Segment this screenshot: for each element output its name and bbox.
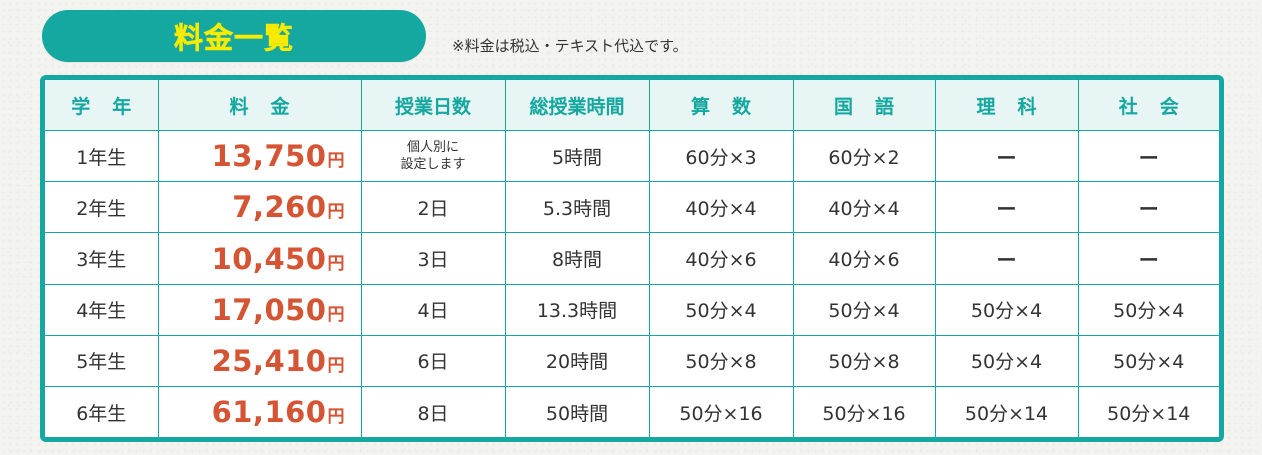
- grade-cell: 6年生: [45, 386, 159, 437]
- grade-cell: 4年生: [45, 283, 159, 336]
- yen-unit: 円: [327, 151, 345, 172]
- price-value: 7,260: [232, 190, 327, 225]
- price-cell: 10,450円: [157, 232, 362, 285]
- price-table: 学年 料金 授業日数 総授業時間 算数 国語 理科 社会 1年生 13,750円…: [45, 80, 1219, 437]
- math-cell: 50分×8: [648, 334, 794, 388]
- science-cell: 50分×14: [934, 386, 1079, 437]
- hours-cell: 5時間: [504, 129, 650, 183]
- price-value: 25,410: [211, 343, 327, 378]
- price-value: 17,050: [211, 292, 327, 327]
- table-row: 4年生 17,050円 4日 13.3時間 50分×4 50分×4 50分×4 …: [45, 283, 1219, 336]
- hours-cell: 5.3時間: [504, 181, 650, 234]
- price-table-container: 学年 料金 授業日数 総授業時間 算数 国語 理科 社会 1年生 13,750円…: [40, 75, 1224, 442]
- header-social: 社会: [1077, 80, 1219, 131]
- price-cell: 61,160円: [157, 386, 362, 437]
- price-cell: 25,410円: [157, 334, 362, 388]
- grade-cell: 5年生: [45, 334, 159, 388]
- japanese-cell: 40分×6: [792, 232, 936, 285]
- header-japanese: 国語: [792, 80, 936, 131]
- days-line-1: 個人別に: [406, 140, 459, 156]
- social-cell: 50分×4: [1077, 334, 1219, 388]
- math-cell: 40分×4: [648, 181, 794, 234]
- section-title-pill: 料金一覧: [42, 10, 426, 62]
- days-cell: 4日: [360, 283, 506, 336]
- header-math: 算数: [648, 80, 794, 131]
- table-header-row: 学年 料金 授業日数 総授業時間 算数 国語 理科 社会: [45, 80, 1219, 131]
- section-title: 料金一覧: [173, 21, 294, 56]
- price-value: 13,750: [211, 139, 327, 174]
- header-grade: 学年: [45, 80, 159, 131]
- hours-cell: 20時間: [504, 334, 650, 388]
- price-cell: 7,260円: [157, 181, 362, 234]
- header-hours: 総授業時間: [504, 80, 650, 131]
- header-price: 料金: [157, 80, 362, 131]
- grade-cell: 2年生: [45, 181, 159, 234]
- price-value: 61,160: [211, 395, 327, 429]
- science-cell: ー: [934, 129, 1079, 183]
- days-cell: 個人別に 設定します: [360, 129, 506, 183]
- days-cell: 2日: [360, 181, 506, 234]
- price-value: 10,450: [211, 241, 327, 276]
- social-cell: ー: [1077, 232, 1219, 285]
- yen-unit: 円: [327, 253, 345, 274]
- price-note: ※料金は税込・テキスト代込です。: [452, 37, 688, 55]
- math-cell: 50分×4: [648, 283, 794, 336]
- hours-cell: 13.3時間: [504, 283, 650, 336]
- japanese-cell: 40分×4: [792, 181, 936, 234]
- grade-cell: 3年生: [45, 232, 159, 285]
- yen-unit: 円: [327, 304, 345, 325]
- yen-unit: 円: [327, 355, 345, 376]
- yen-unit: 円: [327, 202, 345, 223]
- days-cell: 6日: [360, 334, 506, 388]
- social-cell: ー: [1077, 181, 1219, 234]
- price-cell: 13,750円: [157, 129, 362, 183]
- social-cell: ー: [1077, 129, 1219, 183]
- social-cell: 50分×14: [1077, 386, 1219, 437]
- japanese-cell: 50分×8: [792, 334, 936, 388]
- japanese-cell: 50分×16: [792, 386, 936, 437]
- table-row: 6年生 61,160円 8日 50時間 50分×16 50分×16 50分×14…: [45, 386, 1219, 437]
- price-cell: 17,050円: [157, 283, 362, 336]
- days-cell: 8日: [360, 386, 506, 437]
- table-row: 5年生 25,410円 6日 20時間 50分×8 50分×8 50分×4 50…: [45, 334, 1219, 388]
- hours-cell: 50時間: [504, 386, 650, 437]
- japanese-cell: 50分×4: [792, 283, 936, 336]
- grade-cell: 1年生: [45, 129, 159, 183]
- math-cell: 40分×6: [648, 232, 794, 285]
- social-cell: 50分×4: [1077, 283, 1219, 336]
- science-cell: 50分×4: [934, 334, 1079, 388]
- yen-unit: 円: [327, 407, 345, 427]
- table-row: 2年生 7,260円 2日 5.3時間 40分×4 40分×4 ー ー: [45, 181, 1219, 234]
- science-cell: 50分×4: [934, 283, 1079, 336]
- days-cell: 3日: [360, 232, 506, 285]
- hours-cell: 8時間: [504, 232, 650, 285]
- table-row: 3年生 10,450円 3日 8時間 40分×6 40分×6 ー ー: [45, 232, 1219, 285]
- math-cell: 50分×16: [648, 386, 794, 437]
- header-science: 理科: [934, 80, 1079, 131]
- math-cell: 60分×3: [648, 129, 794, 183]
- science-cell: ー: [934, 181, 1079, 234]
- japanese-cell: 60分×2: [792, 129, 936, 183]
- science-cell: ー: [934, 232, 1079, 285]
- days-line-2: 設定します: [400, 157, 466, 173]
- table-row: 1年生 13,750円 個人別に 設定します 5時間 60分×3 60分×2 ー …: [45, 129, 1219, 183]
- header-days: 授業日数: [360, 80, 506, 131]
